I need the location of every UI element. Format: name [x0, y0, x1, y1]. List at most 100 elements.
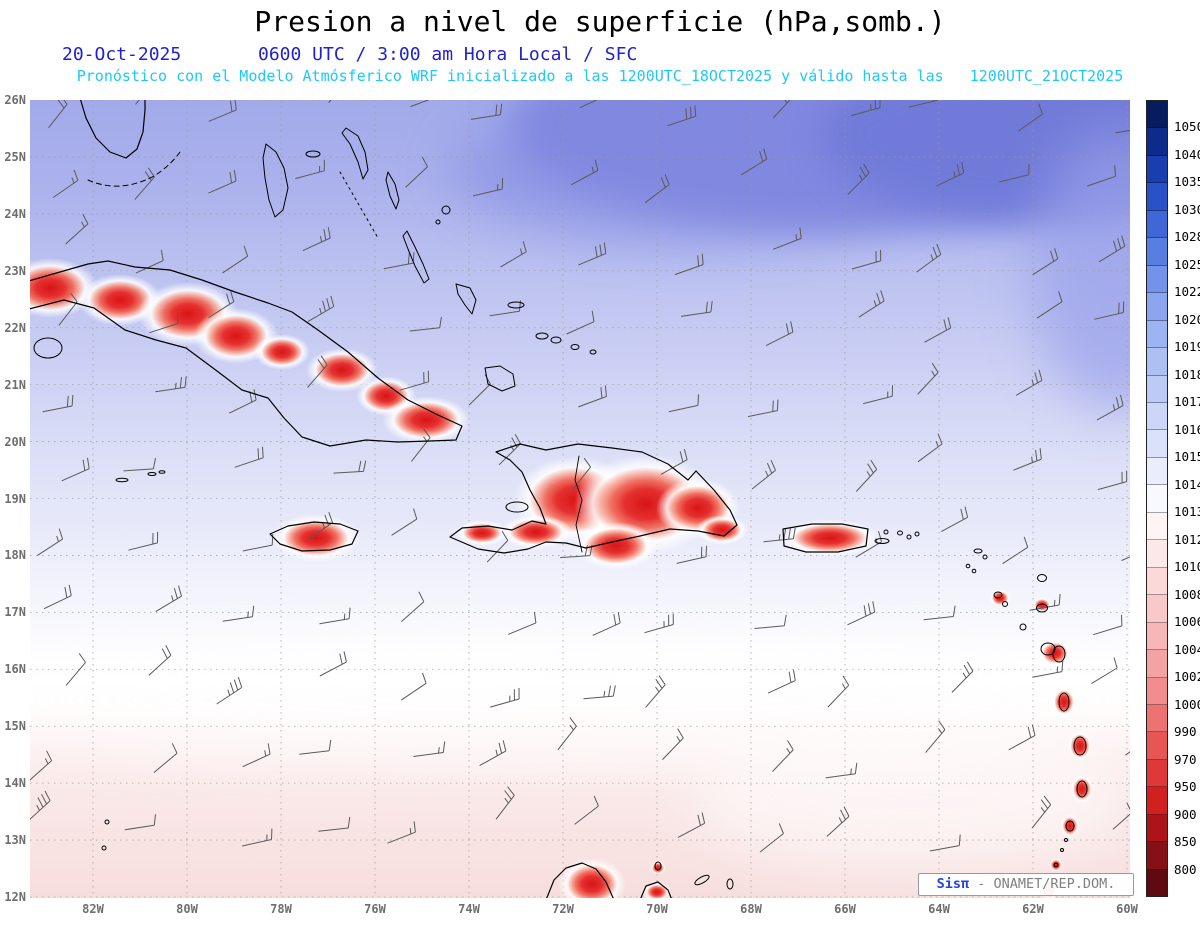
wind-barb	[583, 685, 616, 700]
forecast-valid-until: 1200UTC_21OCT2025	[969, 67, 1124, 85]
coast-grand-cayman	[115, 477, 129, 483]
wind-barb	[999, 163, 1030, 183]
wind-barb	[495, 786, 515, 820]
colorbar-segment	[1147, 320, 1167, 349]
wind-barb	[307, 355, 328, 388]
wind-barb	[1096, 394, 1124, 421]
colorbar-segment	[1147, 485, 1167, 513]
wind-barb	[387, 821, 416, 844]
wind-barb	[43, 584, 72, 610]
wind-barb	[409, 316, 442, 332]
wind-barb	[508, 611, 537, 635]
wind-barb	[662, 728, 684, 760]
colorbar-segment	[1147, 293, 1167, 321]
pressure-map-svg	[30, 100, 1130, 898]
wind-barb	[1121, 556, 1130, 561]
coast-isla-juventud	[33, 337, 63, 359]
wind-barb	[1032, 660, 1064, 678]
coast-st-lucia	[1076, 780, 1088, 798]
coast-caicos-1	[535, 332, 549, 340]
wind-barb	[827, 675, 850, 708]
colorbar-segment	[1147, 842, 1167, 870]
wind-barb	[486, 530, 509, 563]
wind-barb	[410, 100, 430, 108]
wind-barb	[566, 310, 595, 335]
wind-barb	[579, 100, 598, 109]
wind-barb	[858, 290, 885, 318]
colorbar-segment	[1147, 677, 1167, 705]
colorbar-segment	[1147, 128, 1167, 156]
wind-barb	[767, 669, 796, 694]
wind-barb	[128, 531, 159, 551]
colorbar-label: 850	[1174, 834, 1197, 850]
wind-barb	[772, 740, 794, 772]
wind-barb	[208, 291, 235, 319]
coastlines-layer	[30, 100, 1088, 898]
colorbar-segment	[1147, 595, 1167, 623]
coast-crooked-acklins	[455, 283, 477, 315]
wind-barb	[399, 370, 430, 391]
wind-barb	[951, 661, 974, 693]
wind-barb	[208, 170, 237, 194]
wind-barb	[1094, 301, 1125, 320]
wind-barb	[917, 433, 943, 463]
wind-barb	[1015, 369, 1043, 396]
wind-barb	[472, 177, 504, 197]
wind-barb	[58, 292, 78, 326]
wind-barb	[401, 591, 425, 622]
coast-san-andres	[101, 845, 107, 851]
coast-florida-keys	[87, 151, 181, 187]
coast-saba	[965, 563, 971, 569]
lon-label: 68W	[740, 902, 762, 916]
wind-barb	[1031, 795, 1052, 829]
coast-puerto-rico	[782, 523, 869, 553]
wind-barb	[30, 750, 53, 781]
lon-label: 70W	[646, 902, 668, 916]
colorbar-segment	[1147, 704, 1167, 733]
colorbar-label: 1020	[1174, 311, 1200, 327]
wind-barb	[759, 823, 784, 853]
lat-label: 26N	[4, 93, 26, 107]
lat-label: 17N	[4, 605, 26, 620]
lat-label: 23N	[4, 263, 26, 278]
wind-barb	[1091, 657, 1118, 685]
wind-barb	[773, 227, 802, 250]
wind-barb	[571, 457, 592, 491]
wind-barb	[1032, 248, 1059, 276]
map-canvas	[30, 100, 1130, 898]
watermark-brand: Sisπ	[936, 876, 970, 892]
lat-label: 18N	[4, 548, 26, 563]
wind-barb	[302, 227, 331, 252]
coast-curacao	[694, 874, 710, 886]
colorbar-label: 1018	[1174, 366, 1200, 382]
colorbar-label: 1028	[1174, 229, 1200, 245]
coast-san-salvador	[441, 205, 451, 215]
lat-label: 20N	[4, 434, 26, 449]
colorbar-segment	[1147, 732, 1167, 760]
wind-barb	[148, 645, 172, 676]
colorbar-segment	[1147, 402, 1167, 431]
forecast-model-text: Pronóstico con el Modelo Atmósferico WRF…	[76, 67, 944, 85]
coast-st-vincent	[1065, 820, 1075, 832]
coast-caicos-2	[550, 336, 562, 344]
coast-guadeloupe-w	[1040, 642, 1056, 656]
wind-barb	[1013, 448, 1042, 471]
wind-barb	[592, 612, 621, 636]
forecast-time: 0600 UTC / 3:00 am Hora Local / SFC	[258, 44, 638, 65]
colorbar-segment	[1147, 622, 1167, 651]
colorbar-segment	[1147, 101, 1167, 129]
wind-barb	[1112, 802, 1130, 830]
wind-barb	[1093, 614, 1123, 636]
coast-florida	[79, 100, 146, 159]
wind-barb	[847, 601, 876, 626]
wind-barb	[413, 741, 446, 757]
colorbar-label: 1019	[1174, 339, 1200, 355]
wind-barb	[929, 834, 961, 852]
wind-barb	[645, 675, 666, 708]
colorbar-segment	[1147, 759, 1167, 788]
wind-barb	[135, 100, 140, 105]
wind-barb	[924, 317, 952, 343]
wind-barb	[574, 795, 599, 825]
colorbar-label: 1017	[1174, 394, 1200, 410]
colorbar-segment	[1147, 787, 1167, 815]
